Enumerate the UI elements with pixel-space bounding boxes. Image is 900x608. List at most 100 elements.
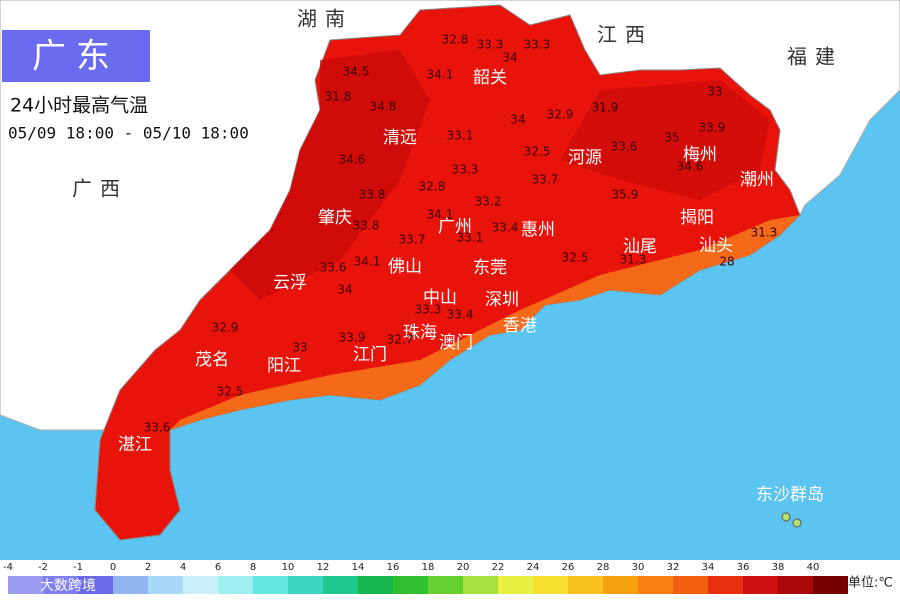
city-label: 揭阳 <box>680 208 714 228</box>
city-label: 惠州 <box>521 220 555 240</box>
city-label: 汕尾 <box>623 237 657 257</box>
legend-swatch <box>113 576 148 594</box>
legend-swatch <box>183 576 218 594</box>
legend-swatch <box>778 576 813 594</box>
station-value: 33.8 <box>353 219 380 233</box>
city-label: 东莞 <box>473 258 507 278</box>
station-value: 33.3 <box>452 163 479 177</box>
station-value: 33.6 <box>611 140 638 154</box>
legend-tick-label: 20 <box>457 562 470 573</box>
legend-tick-label: -4 <box>3 562 13 573</box>
title: 广东 <box>32 37 120 77</box>
legend-swatch <box>393 576 428 594</box>
province-label: 湖南 <box>297 7 353 31</box>
province-label: 福建 <box>787 45 843 69</box>
station-value: 33.3 <box>524 38 551 52</box>
station-value: 33 <box>292 341 307 355</box>
legend-tick-label: 6 <box>215 562 221 573</box>
legend-tick-label: 38 <box>772 562 785 573</box>
station-value: 32.8 <box>442 33 469 47</box>
city-label: 广州 <box>438 217 472 237</box>
legend-tick-label: 0 <box>110 562 116 573</box>
station-value: 33.9 <box>699 121 726 135</box>
station-value: 32.7 <box>387 333 414 347</box>
legend-tick-label: 18 <box>422 562 435 573</box>
hot-zone <box>230 50 430 300</box>
legend-swatch <box>253 576 288 594</box>
station-value: 32.5 <box>562 251 589 265</box>
cool-coast <box>170 215 800 430</box>
legend-tick-label: 16 <box>387 562 400 573</box>
legend-swatch <box>323 576 358 594</box>
legend-swatch <box>813 576 848 594</box>
station-value: 28 <box>719 255 734 269</box>
station-value: 34.1 <box>427 208 454 222</box>
station-value: 33.8 <box>359 188 386 202</box>
city-label: 河源 <box>568 148 602 168</box>
station-value: 33 <box>707 85 722 99</box>
station-value: 33.1 <box>457 231 484 245</box>
legend-tick-label: 4 <box>180 562 186 573</box>
legend-tick-label: 8 <box>250 562 256 573</box>
station-value: 33.3 <box>477 38 504 52</box>
legend-tick-label: 10 <box>282 562 295 573</box>
station-value: 33.1 <box>447 129 474 143</box>
unit: 单位:℃ <box>848 576 893 591</box>
station-value: 35.9 <box>612 188 639 202</box>
legend-swatch <box>8 576 43 594</box>
legend-swatch <box>498 576 533 594</box>
city-label: 澳门 <box>439 333 473 353</box>
station-value: 33.2 <box>475 195 502 209</box>
city-label: 香港 <box>503 316 537 336</box>
station-value: 34.6 <box>677 160 704 174</box>
legend-swatch <box>78 576 113 594</box>
station-value: 34 <box>510 113 525 127</box>
station-value: 34.1 <box>427 68 454 82</box>
legend-swatch <box>673 576 708 594</box>
province-label: 江西 <box>597 23 653 47</box>
station-value: 34 <box>502 51 517 65</box>
station-value: 32.5 <box>217 385 244 399</box>
legend-swatch <box>533 576 568 594</box>
legend-swatch <box>428 576 463 594</box>
title-box <box>2 30 150 82</box>
city-label: 江门 <box>353 345 387 365</box>
station-value: 33.7 <box>399 233 426 247</box>
station-value: 31.8 <box>325 90 352 104</box>
station-value: 32.9 <box>212 321 239 335</box>
legend-tick-label: 34 <box>702 562 715 573</box>
station-value: 34.6 <box>339 153 366 167</box>
legend-swatch <box>463 576 498 594</box>
legend-swatch <box>603 576 638 594</box>
city-label: 韶关 <box>473 68 507 88</box>
legend-tick-label: 14 <box>352 562 365 573</box>
city-label: 梅州 <box>683 145 717 165</box>
legend-swatch <box>568 576 603 594</box>
island <box>781 512 791 522</box>
station-value: 31.3 <box>620 253 647 267</box>
legend-swatch <box>43 576 78 594</box>
city-label: 茂名 <box>195 350 229 370</box>
legend-tick-label: 12 <box>317 562 330 573</box>
legend-swatch <box>288 576 323 594</box>
station-value: 33.9 <box>339 331 366 345</box>
legend-tick-label: 32 <box>667 562 680 573</box>
station-value: 33.4 <box>447 308 474 322</box>
city-label: 汕头 <box>699 236 733 256</box>
station-value: 31.9 <box>592 101 619 115</box>
legend-tick-label: 30 <box>632 562 645 573</box>
station-value: 33.6 <box>320 261 347 275</box>
city-label: 佛山 <box>388 257 422 277</box>
station-value: 33.3 <box>415 303 442 317</box>
city-label: 湛江 <box>118 435 152 455</box>
island <box>792 518 802 528</box>
city-label: 东沙群岛 <box>756 485 824 505</box>
province-label: 广西 <box>72 177 128 201</box>
legend-swatch <box>743 576 778 594</box>
city-label: 肇庆 <box>318 208 352 228</box>
legend-swatch <box>148 576 183 594</box>
legend-swatch <box>638 576 673 594</box>
legend-tick-label: 22 <box>492 562 505 573</box>
city-label: 中山 <box>423 288 457 308</box>
